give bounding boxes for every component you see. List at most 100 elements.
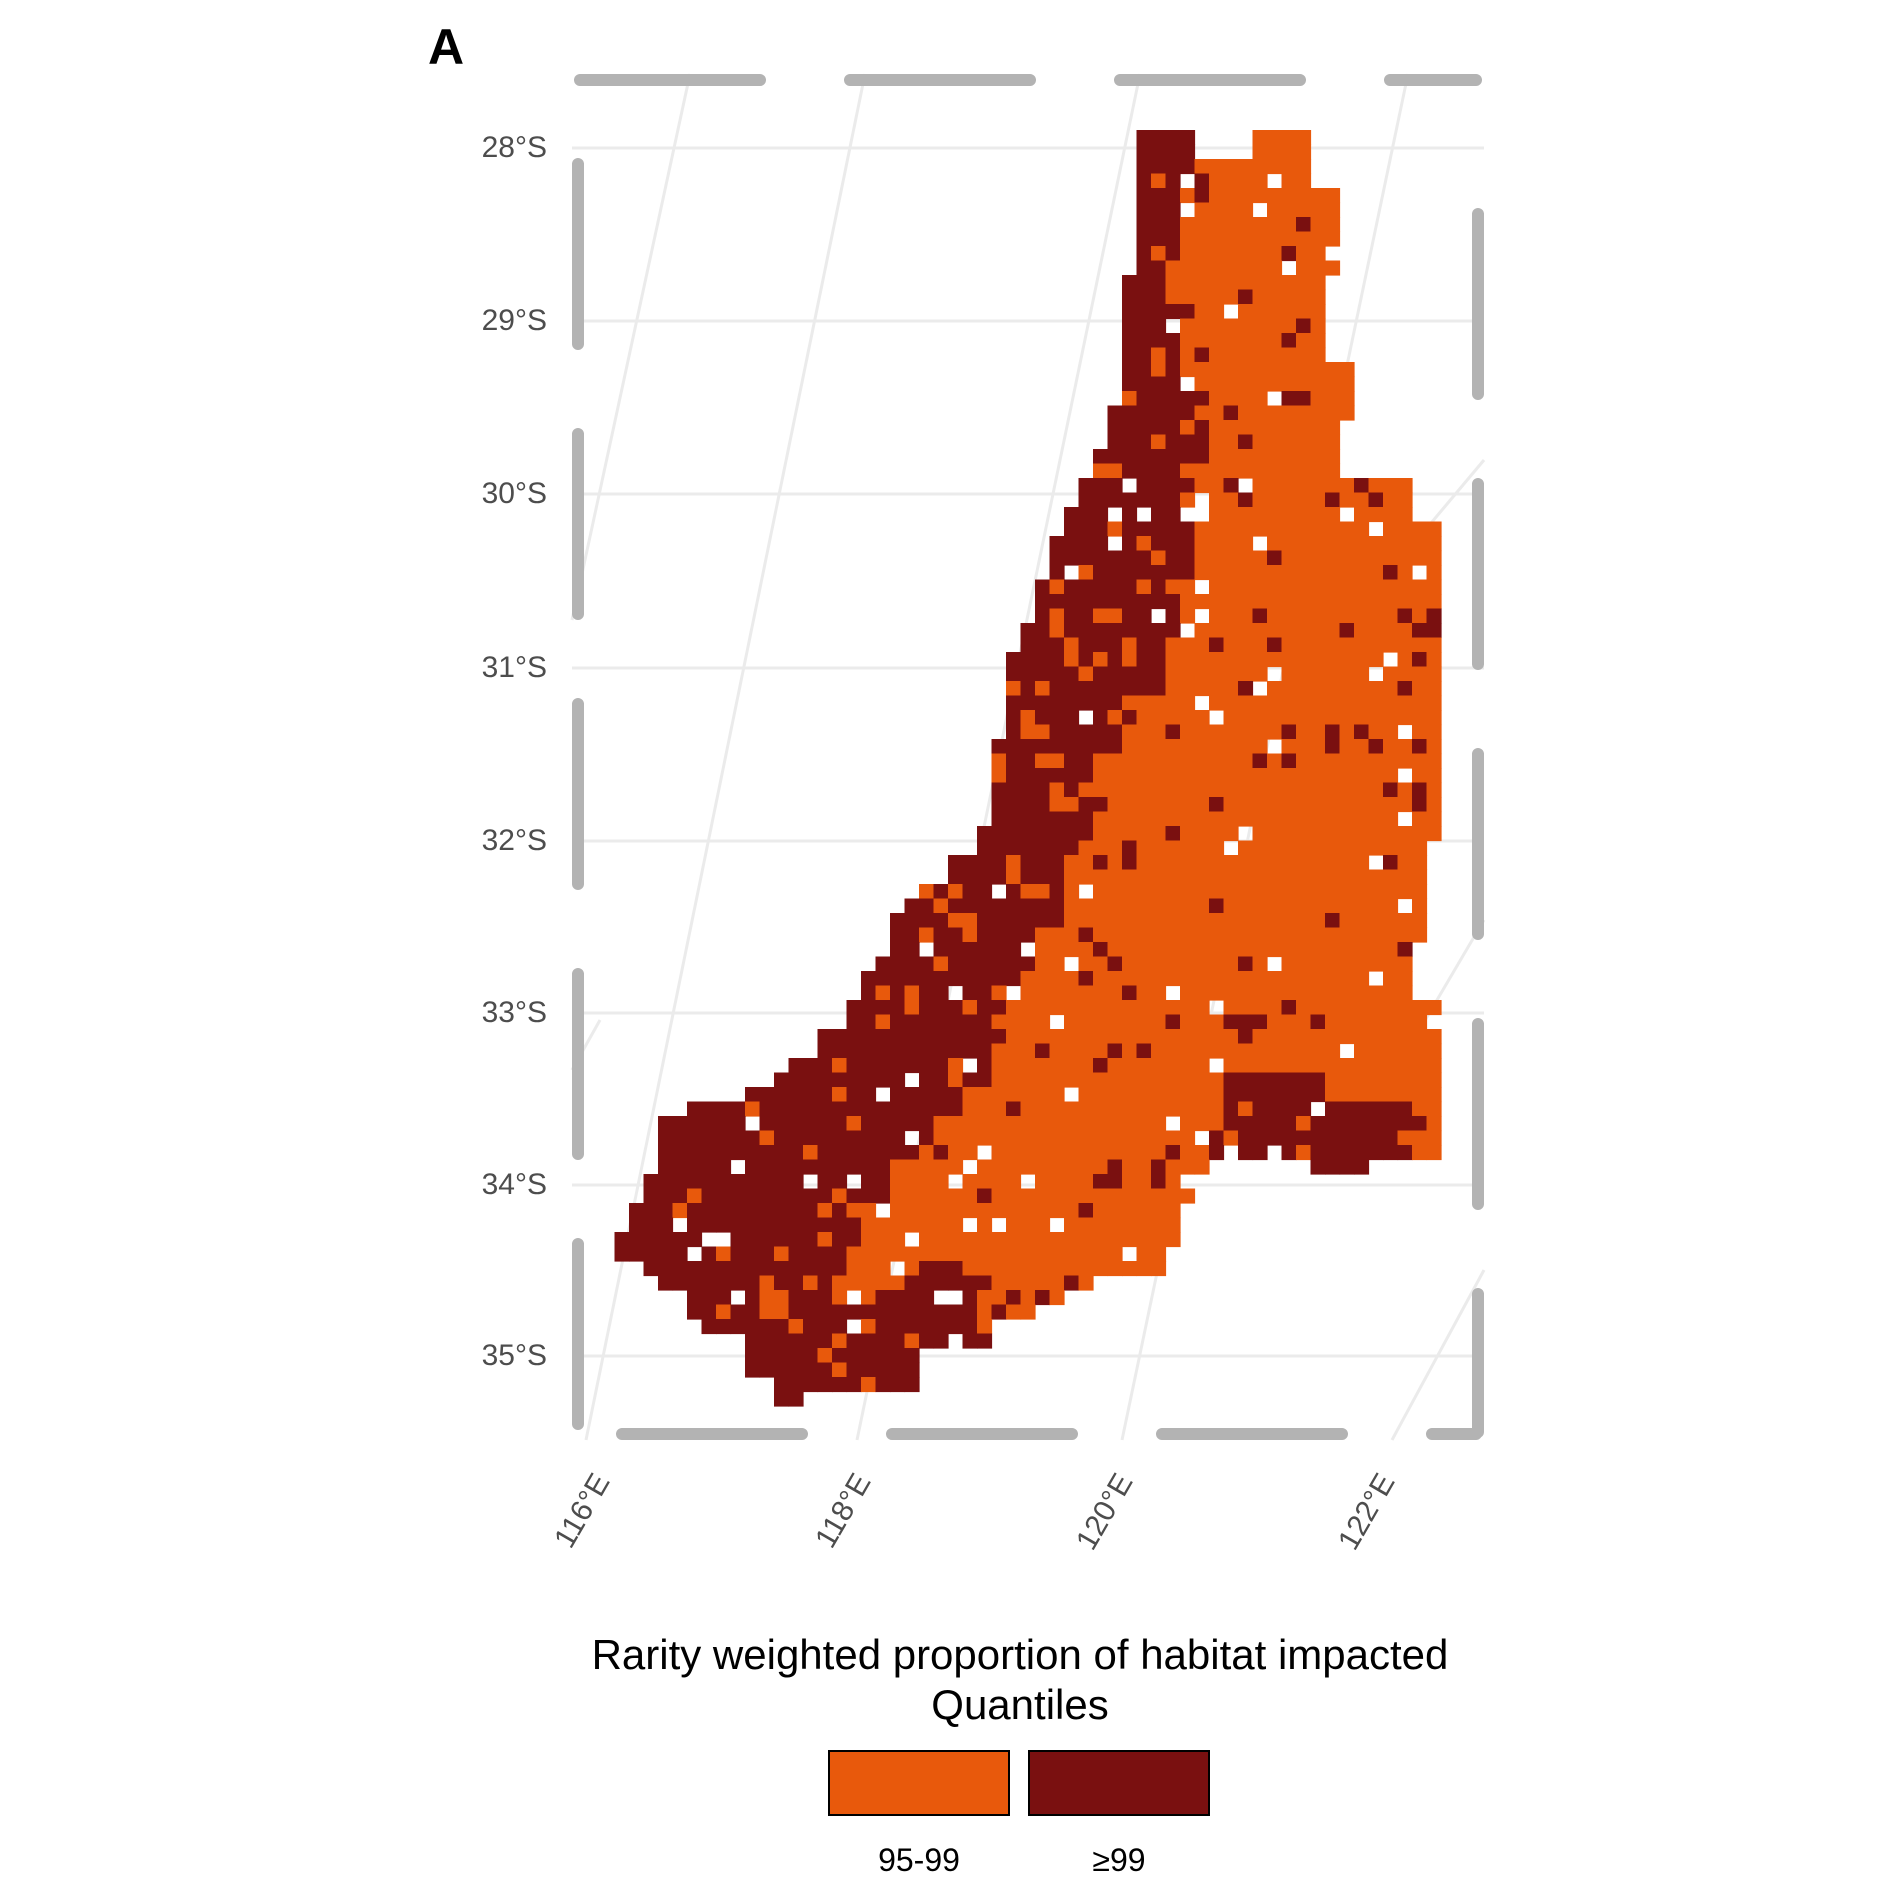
raster-cell-95-99 — [1296, 927, 1312, 943]
raster-cell-95-99 — [1267, 420, 1283, 436]
raster-cell-95-99 — [1383, 811, 1399, 827]
raster-cell-95-99 — [1252, 405, 1268, 421]
raster-cell-99 — [759, 1101, 775, 1117]
raster-cell-95-99 — [1093, 1159, 1109, 1175]
raster-cell-99 — [846, 1362, 862, 1378]
raster-cell-95-99 — [1252, 594, 1268, 610]
raster-cell-95-99 — [1325, 855, 1341, 871]
raster-cell-95-99 — [1325, 1043, 1341, 1059]
raster-cell-99 — [1136, 217, 1152, 233]
raster-cell-95-99 — [1209, 507, 1225, 523]
raster-cell-99 — [1165, 449, 1181, 465]
raster-cell-95-99 — [1209, 811, 1225, 827]
raster-cell-99 — [1064, 811, 1080, 827]
raster-cell-95-99 — [1093, 768, 1109, 784]
raster-cell-95-99 — [1035, 1232, 1051, 1248]
raster-cell-99 — [1325, 1159, 1341, 1175]
raster-cell-99 — [904, 1029, 920, 1045]
raster-cell-95-99 — [1151, 768, 1167, 784]
raster-cell-95-99 — [1368, 681, 1384, 697]
raster-cell-95-99 — [1310, 666, 1326, 682]
raster-cell-99 — [817, 1217, 833, 1233]
raster-cell-99 — [919, 1319, 935, 1335]
raster-cell-95-99 — [1281, 405, 1297, 421]
raster-cell-99 — [919, 1116, 935, 1132]
raster-cell-95-99 — [1223, 695, 1239, 711]
raster-cell-99 — [817, 1275, 833, 1291]
raster-cell-95-99 — [1267, 942, 1283, 958]
raster-cell-99 — [1310, 1087, 1326, 1103]
raster-cell-95-99 — [1151, 1130, 1167, 1146]
raster-cell-99 — [658, 1261, 674, 1277]
raster-cell-99 — [861, 1159, 877, 1175]
raster-cell-95-99 — [1151, 1043, 1167, 1059]
raster-cell-99 — [846, 1217, 862, 1233]
raster-cell-99 — [1035, 840, 1051, 856]
raster-cell-95-99 — [1281, 971, 1297, 987]
raster-cell-99 — [1151, 536, 1167, 552]
raster-cell-95-99 — [1093, 782, 1109, 798]
raster-cell-95-99 — [1165, 739, 1181, 755]
raster-cell-99 — [962, 855, 978, 871]
raster-cell-95-99 — [1252, 217, 1268, 233]
raster-cell-99 — [1325, 1101, 1341, 1117]
raster-cell-95-99 — [904, 1246, 920, 1262]
raster-cell-99 — [1325, 492, 1341, 508]
raster-cell-95-99 — [1238, 1043, 1254, 1059]
raster-cell-95-99 — [1325, 637, 1341, 653]
raster-cell-99 — [962, 1014, 978, 1030]
raster-cell-95-99 — [1064, 971, 1080, 987]
raster-cell-99 — [933, 884, 949, 900]
raster-cell-99 — [1165, 144, 1181, 160]
raster-cell-95-99 — [1194, 811, 1210, 827]
raster-cell-99 — [1165, 391, 1181, 407]
raster-cell-99 — [991, 942, 1007, 958]
raster-cell-95-99 — [1122, 753, 1138, 769]
raster-cell-95-99 — [1209, 942, 1225, 958]
raster-cell-99 — [890, 1290, 906, 1306]
raster-cell-99 — [745, 1130, 761, 1146]
raster-cell-95-99 — [1397, 623, 1413, 639]
raster-cell-95-99 — [1426, 811, 1442, 827]
raster-cell-99 — [890, 1029, 906, 1045]
raster-cell-99 — [745, 1304, 761, 1320]
raster-cell-99 — [774, 1159, 790, 1175]
raster-cell-95-99 — [1310, 623, 1326, 639]
raster-cell-99 — [730, 1145, 746, 1161]
raster-cell-95-99 — [1151, 826, 1167, 842]
raster-cell-95-99 — [861, 1261, 877, 1277]
raster-cell-99 — [846, 1304, 862, 1320]
raster-cell-95-99 — [1325, 898, 1341, 914]
raster-cell-95-99 — [1209, 768, 1225, 784]
raster-cell-95-99 — [1209, 782, 1225, 798]
raster-cell-99 — [962, 884, 978, 900]
raster-cell-95-99 — [962, 1116, 978, 1132]
raster-cell-99 — [1049, 681, 1065, 697]
raster-cell-99 — [1252, 1101, 1268, 1117]
raster-cell-99 — [962, 1043, 978, 1059]
raster-cell-95-99 — [1267, 188, 1283, 204]
raster-cell-99 — [1325, 739, 1341, 755]
raster-cell-95-99 — [1223, 159, 1239, 175]
raster-cell-99 — [977, 840, 993, 856]
raster-cell-95-99 — [977, 1116, 993, 1132]
raster-cell-95-99 — [1136, 1014, 1152, 1030]
raster-cell-99 — [1006, 927, 1022, 943]
raster-cell-95-99 — [1136, 1087, 1152, 1103]
raster-cell-95-99 — [1035, 753, 1051, 769]
raster-cell-95-99 — [1151, 942, 1167, 958]
raster-cell-99 — [962, 869, 978, 885]
raster-cell-99 — [1238, 1145, 1254, 1161]
raster-cell-95-99 — [1310, 782, 1326, 798]
raster-cell-99 — [991, 840, 1007, 856]
raster-cell-99 — [716, 1188, 732, 1204]
raster-cell-99 — [1107, 449, 1123, 465]
raster-cell-95-99 — [1136, 768, 1152, 784]
raster-cell-95-99 — [1049, 797, 1065, 813]
raster-cell-99 — [1064, 681, 1080, 697]
raster-cell-95-99 — [1209, 1014, 1225, 1030]
raster-cell-95-99 — [1252, 666, 1268, 682]
raster-cell-95-99 — [1194, 521, 1210, 537]
raster-cell-95-99 — [1194, 362, 1210, 378]
raster-cell-99 — [817, 1174, 833, 1190]
